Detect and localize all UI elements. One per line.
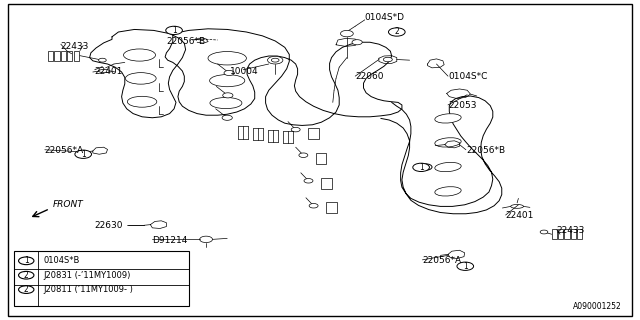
Bar: [558, 229, 563, 239]
Ellipse shape: [435, 162, 461, 172]
Text: 2: 2: [24, 285, 29, 294]
Text: 1: 1: [172, 26, 177, 35]
Text: 22401: 22401: [95, 68, 123, 76]
Circle shape: [223, 93, 233, 98]
Circle shape: [19, 271, 34, 279]
Circle shape: [419, 164, 432, 170]
Bar: [61, 51, 66, 61]
Text: 22053: 22053: [448, 101, 477, 110]
Text: FRONT: FRONT: [53, 200, 84, 209]
Ellipse shape: [208, 52, 246, 65]
Circle shape: [309, 204, 318, 208]
Bar: [326, 202, 337, 213]
Ellipse shape: [435, 138, 461, 147]
Ellipse shape: [435, 114, 461, 123]
Bar: [67, 51, 72, 61]
Text: 22056*A: 22056*A: [422, 256, 461, 265]
Text: 22630: 22630: [95, 221, 124, 230]
Bar: [571, 229, 576, 239]
Circle shape: [413, 163, 429, 172]
Ellipse shape: [125, 73, 156, 84]
Ellipse shape: [210, 75, 244, 87]
Ellipse shape: [435, 187, 461, 196]
Circle shape: [268, 56, 283, 64]
Text: 2: 2: [394, 28, 399, 36]
Bar: [48, 51, 53, 61]
Circle shape: [540, 230, 548, 234]
Text: D91214: D91214: [152, 236, 188, 245]
Bar: [552, 229, 557, 239]
Circle shape: [340, 30, 353, 37]
Text: 1: 1: [419, 163, 424, 172]
Text: 0104S*C: 0104S*C: [448, 72, 488, 81]
Circle shape: [299, 153, 308, 157]
Bar: [564, 229, 570, 239]
Ellipse shape: [99, 69, 110, 73]
Circle shape: [222, 115, 232, 120]
Circle shape: [75, 150, 92, 158]
Ellipse shape: [210, 97, 242, 108]
Text: 22056*B: 22056*B: [166, 37, 205, 46]
Circle shape: [19, 286, 34, 293]
Circle shape: [271, 58, 279, 62]
Text: 22056*B: 22056*B: [466, 146, 505, 155]
Circle shape: [224, 70, 234, 76]
Text: 22433: 22433: [61, 42, 89, 51]
Text: 2: 2: [24, 271, 29, 280]
Text: 22056*A: 22056*A: [45, 146, 84, 155]
Bar: [577, 229, 582, 239]
Text: 22401: 22401: [506, 212, 534, 220]
Text: 0104S*D: 0104S*D: [365, 13, 404, 22]
Circle shape: [200, 236, 212, 243]
Circle shape: [99, 58, 106, 62]
Text: 0104S*B: 0104S*B: [44, 256, 80, 265]
Bar: [14, 251, 189, 306]
Text: J20831 (-’11MY1009): J20831 (-’11MY1009): [44, 271, 131, 280]
Ellipse shape: [511, 204, 524, 208]
Text: 22060: 22060: [355, 72, 384, 81]
Text: 1: 1: [463, 262, 468, 271]
Ellipse shape: [127, 96, 157, 107]
Circle shape: [352, 40, 362, 45]
Text: 1: 1: [81, 150, 86, 159]
Bar: [74, 51, 79, 61]
Bar: [321, 178, 332, 189]
Text: A090001252: A090001252: [573, 302, 622, 311]
Circle shape: [383, 57, 392, 62]
Circle shape: [291, 127, 300, 132]
Circle shape: [304, 179, 313, 183]
Bar: [308, 128, 319, 139]
Circle shape: [459, 263, 472, 269]
Circle shape: [388, 28, 405, 36]
Circle shape: [457, 262, 474, 270]
Circle shape: [19, 257, 34, 265]
Ellipse shape: [124, 49, 156, 61]
Bar: [316, 153, 326, 164]
Bar: [54, 51, 60, 61]
Text: 22433: 22433: [557, 226, 585, 235]
Text: 10004: 10004: [230, 68, 259, 76]
Text: 1: 1: [24, 256, 29, 265]
Text: J20811 (’11MY1009- ): J20811 (’11MY1009- ): [44, 285, 133, 294]
Circle shape: [166, 26, 182, 35]
